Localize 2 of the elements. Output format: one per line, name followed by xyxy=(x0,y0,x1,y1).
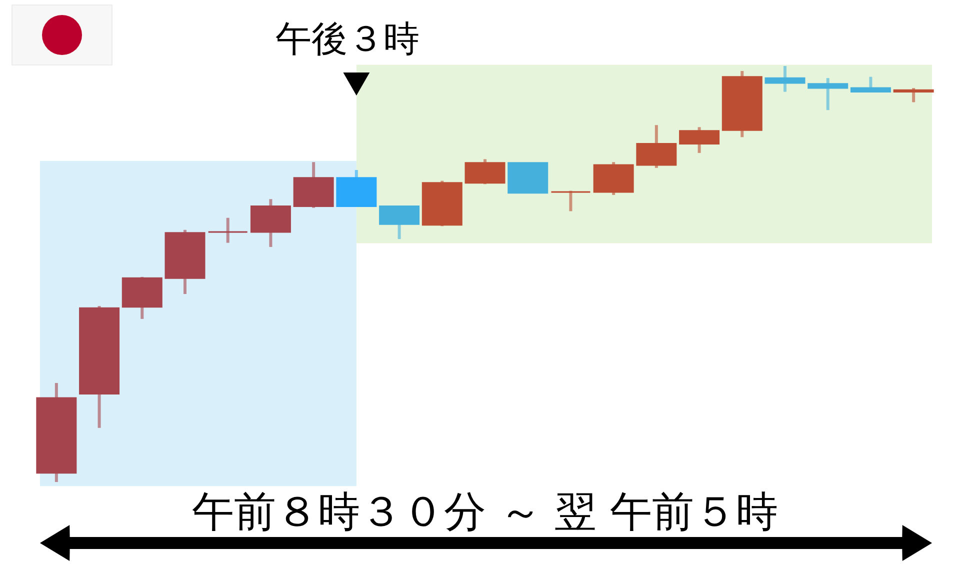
text: 午前８時３０分 ～ 翌 午前５時 xyxy=(192,487,778,536)
text: 午後３時 xyxy=(275,19,420,60)
